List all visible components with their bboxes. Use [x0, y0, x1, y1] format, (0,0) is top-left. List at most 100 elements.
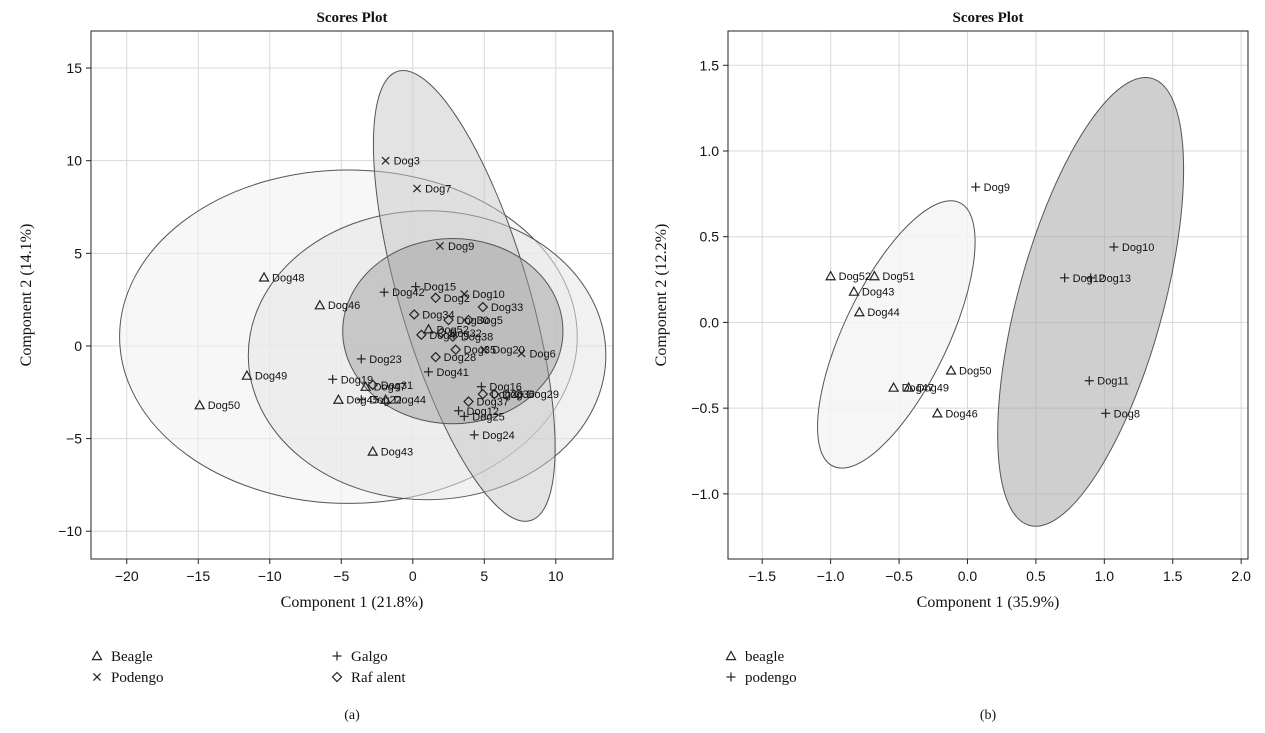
x-tick-label: 10	[548, 568, 564, 584]
point-marker-diamond	[450, 344, 462, 356]
point-marker-triangle	[945, 364, 957, 375]
point-marker-diamond	[447, 331, 459, 343]
data-point: Dog8	[1101, 408, 1140, 420]
data-point: Dog2	[430, 292, 470, 305]
data-point: Dog38	[447, 331, 493, 344]
point-marker-plus	[476, 382, 486, 392]
point-label: Dog46	[328, 300, 360, 312]
chart-title: Scores Plot	[317, 10, 388, 26]
point-marker-x	[480, 345, 489, 354]
x-tick-label: −1.5	[748, 568, 776, 584]
point-marker-triangle	[360, 380, 372, 391]
data-point: Dog47	[360, 380, 406, 394]
data-point: Dog28	[430, 351, 476, 364]
point-marker-diamond	[477, 301, 489, 313]
data-point: Dog36	[488, 388, 535, 401]
data-point: Dog37	[463, 396, 509, 409]
data-point: Dog41	[424, 367, 469, 379]
x-axis-label: Component 1 (21.8%)	[281, 594, 424, 611]
data-point: Dog52	[422, 323, 469, 336]
point-marker-plus	[454, 406, 464, 416]
point-label: Dog43	[381, 447, 413, 459]
legend-label: Beagle	[111, 649, 153, 665]
point-marker-plus	[411, 282, 421, 292]
point-marker-triangle	[848, 285, 860, 296]
legend-item: Galgo	[332, 649, 388, 665]
point-label: Dog12	[1073, 273, 1105, 285]
point-label: Dog38	[461, 332, 493, 344]
point-marker-diamond	[436, 327, 447, 339]
point-label: Dog36	[502, 389, 534, 401]
x-tick-label: 0	[409, 568, 417, 584]
point-label: Dog49	[917, 383, 949, 395]
point-marker-diamond	[463, 396, 474, 407]
point-label: Dog50	[959, 365, 991, 377]
point-label: Dog8	[1114, 408, 1140, 420]
ellipse-beagle	[788, 171, 1005, 497]
data-point: Dog42	[379, 287, 425, 299]
legend: Beagle Podengo Galgo Raf alent	[91, 649, 406, 686]
point-marker-plus	[424, 367, 434, 377]
x-tick-label: 5	[480, 568, 488, 584]
x-tick-label: 0.5	[1026, 568, 1046, 584]
data-point: Dog35	[450, 344, 496, 357]
point-label: Dog7	[425, 183, 451, 195]
point-marker-triangle	[422, 323, 435, 334]
y-tick-label: −5	[66, 431, 82, 447]
data-point: Dog4	[416, 329, 456, 342]
point-label: Dog23	[369, 354, 401, 366]
point-label: Dog5	[477, 315, 503, 327]
data-point: Dog46	[314, 299, 360, 312]
point-label: Dog10	[472, 289, 504, 301]
y-tick-label: 0	[74, 338, 82, 354]
y-tick-label: −10	[58, 523, 82, 539]
point-marker-plus	[1109, 242, 1119, 252]
data-point: Dog11	[1084, 376, 1129, 388]
scores-plot-panel-a: Scores Plot −20 −15 −10 −5 0 5 10 −10 −5 0 5 10 15 Com…	[18, 10, 614, 723]
point-label: Dog19	[341, 374, 373, 386]
point-marker-triangle	[868, 270, 880, 281]
legend-item: Podengo	[92, 670, 164, 686]
data-point: Dog33	[477, 301, 523, 314]
x-tick-label: −15	[186, 568, 210, 584]
point-marker-triangle	[888, 381, 900, 392]
legend-marker-x	[92, 672, 102, 682]
data-point: Dog10	[460, 289, 505, 301]
legend-label: podengo	[745, 670, 797, 686]
data-point: Dog31	[367, 379, 413, 392]
point-marker-triangle	[314, 299, 326, 310]
point-label: Dog43	[862, 287, 894, 299]
point-label: Dog20	[492, 345, 524, 357]
point-label: Dog37	[477, 397, 509, 409]
point-marker-triangle	[367, 445, 379, 456]
data-point: Dog9	[971, 182, 1010, 194]
y-tick-label: 15	[66, 60, 82, 76]
point-marker-triangle	[903, 381, 915, 392]
data-point: Dog6	[517, 348, 556, 360]
legend-marker-plus	[726, 672, 736, 682]
x-tick-label: −10	[258, 568, 282, 584]
x-axis-label: Component 1 (35.9%)	[917, 594, 1060, 611]
point-label: Dog44	[394, 395, 426, 407]
data-point: Dog13	[1086, 273, 1131, 285]
point-label: Dog9	[984, 182, 1010, 194]
point-marker-triangle	[931, 407, 943, 418]
point-marker-triangle	[332, 393, 344, 404]
data-point: Dog22	[356, 395, 402, 407]
point-label: Dog33	[491, 302, 523, 314]
x-tick-label: 1.5	[1163, 568, 1183, 584]
data-point: Dog50	[194, 399, 240, 412]
point-label: Dog25	[472, 411, 504, 423]
point-label: Dog24	[482, 430, 514, 442]
point-label: Dog52	[839, 271, 871, 283]
y-tick-label: 5	[74, 245, 82, 261]
y-axis-label: Component 2 (12.2%)	[653, 224, 670, 367]
point-marker-diamond	[430, 292, 442, 304]
point-marker-plus	[1086, 273, 1096, 283]
data-point: Dog7	[413, 183, 451, 195]
point-marker-x	[435, 241, 444, 250]
data-point: Dog44	[380, 393, 426, 407]
point-label: Dog50	[208, 400, 240, 412]
data-point: Dog26	[477, 388, 523, 401]
legend-item: Raf alent	[331, 670, 406, 686]
